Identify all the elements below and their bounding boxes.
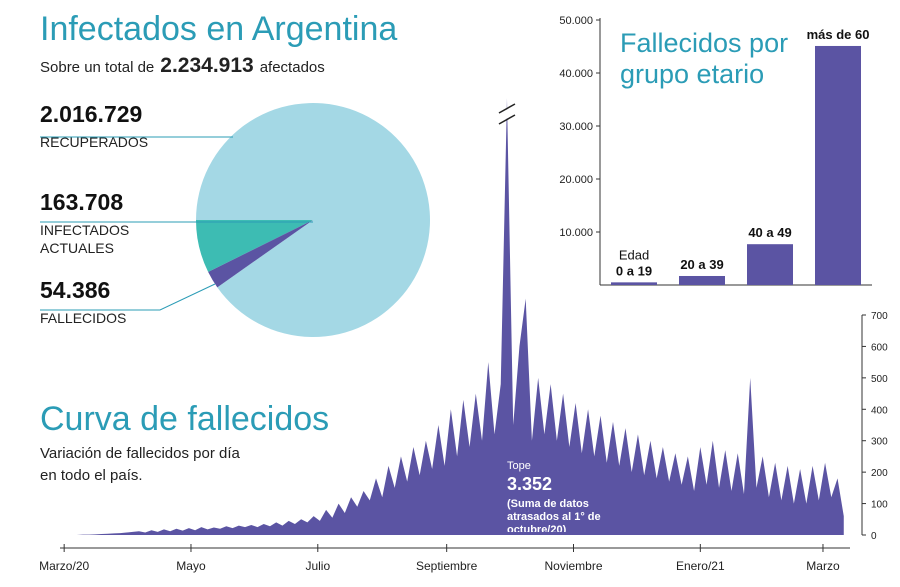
pie-title: Infectados en Argentina xyxy=(40,10,397,48)
bar xyxy=(747,244,793,285)
value-label: 54.386 xyxy=(40,277,110,303)
leader-line xyxy=(40,283,216,311)
pie-slice xyxy=(196,220,313,272)
y-tick-label: 20.000 xyxy=(559,174,593,186)
annotation-note: (Suma de datos atrasados al 1° de octubr… xyxy=(506,498,601,532)
x-tick-label: Mayo xyxy=(176,559,206,573)
y-tick-label: 30.000 xyxy=(559,121,593,133)
value-label: 2.016.729 xyxy=(40,101,142,127)
area-subtitle-box: Variación de fallecidos por día en todo … xyxy=(40,445,240,484)
x-tick-label: Septiembre xyxy=(416,559,478,573)
axis-label: Edad xyxy=(619,247,649,262)
axis-break xyxy=(498,114,516,125)
total: 2.234.913 xyxy=(160,54,253,77)
y-tick-label: 300 xyxy=(871,437,888,448)
y-tick-label: 600 xyxy=(871,342,888,353)
category-label-box: INFECTADOS ACTUALES xyxy=(40,222,130,256)
bar xyxy=(815,45,861,285)
category-label: 0 a 19 xyxy=(616,263,652,278)
y-tick-label: 100 xyxy=(871,500,888,511)
subtitle-text: Sobre un total de xyxy=(40,59,154,76)
value-label: 163.708 xyxy=(40,189,123,215)
x-tick-label: Marzo/20 xyxy=(39,559,89,573)
category-label: más de 60 xyxy=(807,27,870,42)
y-tick-label: 700 xyxy=(871,311,888,322)
area xyxy=(64,98,844,536)
category-label: RECUPERADOS xyxy=(40,134,149,150)
area-subtitle: Variación de fallecidos por día en todo … xyxy=(40,445,240,484)
y-tick-label: 0 xyxy=(871,531,877,542)
y-tick-label: 500 xyxy=(871,374,888,385)
category-label-box: RECUPERADOS xyxy=(40,134,149,150)
annotation-note-box: (Suma de datos atrasados al 1° de octubr… xyxy=(506,498,601,532)
pie-subtitle: Sobre un total de 2.234.913 afectados xyxy=(40,54,325,77)
axis-break xyxy=(498,103,516,114)
category-label: FALLECIDOS xyxy=(40,310,127,326)
subtitle-end: afectados xyxy=(260,59,325,76)
y-tick-label: 200 xyxy=(871,468,888,479)
bar-title-box: Fallecidos por grupo etario xyxy=(620,28,789,89)
pie-slice xyxy=(208,220,313,288)
bar xyxy=(679,275,725,285)
y-tick-label: 10.000 xyxy=(559,227,593,239)
x-tick-label: Enero/21 xyxy=(676,559,725,573)
annotation-title: Tope xyxy=(507,460,531,472)
category-label: 20 a 39 xyxy=(680,257,723,272)
y-tick-label: 40.000 xyxy=(559,68,593,80)
x-tick-label: Marzo xyxy=(806,559,840,573)
peak-value-label: 3.352 xyxy=(507,474,552,494)
bar-title: Fallecidos por grupo etario xyxy=(620,28,789,89)
bar xyxy=(611,282,657,285)
area-title: Curva de fallecidos xyxy=(40,400,329,438)
pie-slice xyxy=(196,103,430,338)
category-label: INFECTADOS ACTUALES xyxy=(40,222,130,256)
category-label-box: FALLECIDOS xyxy=(40,310,127,326)
y-tick-label: 400 xyxy=(871,405,888,416)
x-tick-label: Noviembre xyxy=(544,559,602,573)
category-label: 40 a 49 xyxy=(748,225,791,240)
axis-break-gap xyxy=(498,106,516,122)
x-tick-label: Julio xyxy=(305,559,330,573)
y-tick-label: 50.000 xyxy=(559,15,593,27)
